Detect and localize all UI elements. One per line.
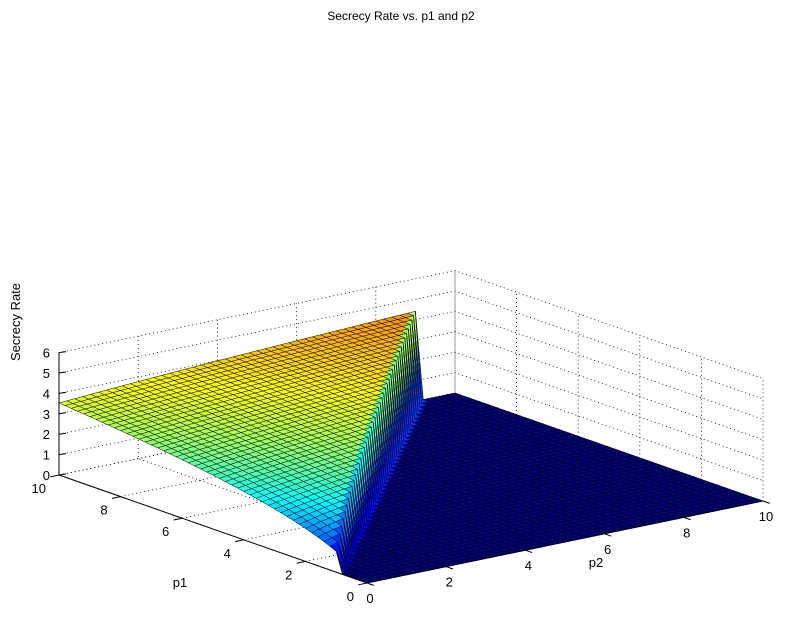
x-tick bbox=[762, 500, 770, 504]
x-tick-label: 8 bbox=[683, 525, 690, 540]
grid-line bbox=[58, 290, 764, 400]
z-tick bbox=[58, 473, 67, 476]
y-tick-label: 4 bbox=[224, 546, 231, 561]
z-axis-label: Secrecy Rate bbox=[8, 283, 23, 361]
x-tick-label: 10 bbox=[759, 509, 773, 524]
z-tick-label: 5 bbox=[43, 366, 50, 381]
z-tick bbox=[58, 391, 67, 394]
y-tick-label: 2 bbox=[285, 567, 292, 582]
z-tick-label: 2 bbox=[43, 427, 50, 442]
y-tick-label: 8 bbox=[100, 503, 107, 518]
z-tick bbox=[58, 371, 67, 374]
x-tick bbox=[683, 516, 691, 521]
axes bbox=[50, 351, 770, 586]
grid-line bbox=[58, 331, 764, 441]
x-axis-line bbox=[366, 500, 764, 584]
x-tick bbox=[366, 582, 374, 586]
z-tick-label: 0 bbox=[43, 468, 50, 483]
x-tick-label: 0 bbox=[366, 591, 373, 606]
x-tick-label: 4 bbox=[525, 558, 532, 573]
z-tick-label: 4 bbox=[43, 386, 50, 401]
z-tick-label: 1 bbox=[43, 448, 50, 463]
y-tick bbox=[358, 582, 368, 586]
y-axis-line bbox=[58, 474, 368, 584]
y-tick bbox=[111, 496, 121, 499]
z-tick-label: 3 bbox=[43, 407, 50, 422]
z-tick bbox=[58, 351, 67, 354]
x-tick bbox=[604, 533, 612, 537]
z-tick bbox=[58, 453, 67, 456]
grid-line bbox=[58, 351, 764, 461]
y-tick-label: 10 bbox=[32, 481, 46, 496]
z-tick bbox=[58, 432, 67, 435]
y-tick-label: 6 bbox=[162, 524, 169, 539]
x-tick-label: 6 bbox=[604, 542, 611, 557]
y-axis-label: p1 bbox=[173, 575, 187, 590]
x-tick bbox=[525, 549, 533, 554]
z-tick-label: 6 bbox=[43, 346, 50, 361]
y-tick bbox=[234, 539, 244, 543]
x-tick bbox=[446, 566, 454, 570]
grid-line bbox=[58, 372, 764, 481]
grid-line bbox=[58, 270, 764, 379]
y-tick bbox=[173, 517, 183, 521]
y-tick bbox=[296, 560, 306, 564]
chart-title: Secrecy Rate vs. p1 and p2 bbox=[327, 9, 475, 23]
grid-line bbox=[58, 310, 764, 420]
y-tick-label: 0 bbox=[347, 589, 354, 604]
z-tick bbox=[58, 412, 67, 415]
surface-plot bbox=[58, 311, 764, 584]
x-tick-label: 2 bbox=[446, 575, 453, 590]
y-tick bbox=[50, 474, 60, 478]
x-axis-label: p2 bbox=[589, 555, 603, 570]
